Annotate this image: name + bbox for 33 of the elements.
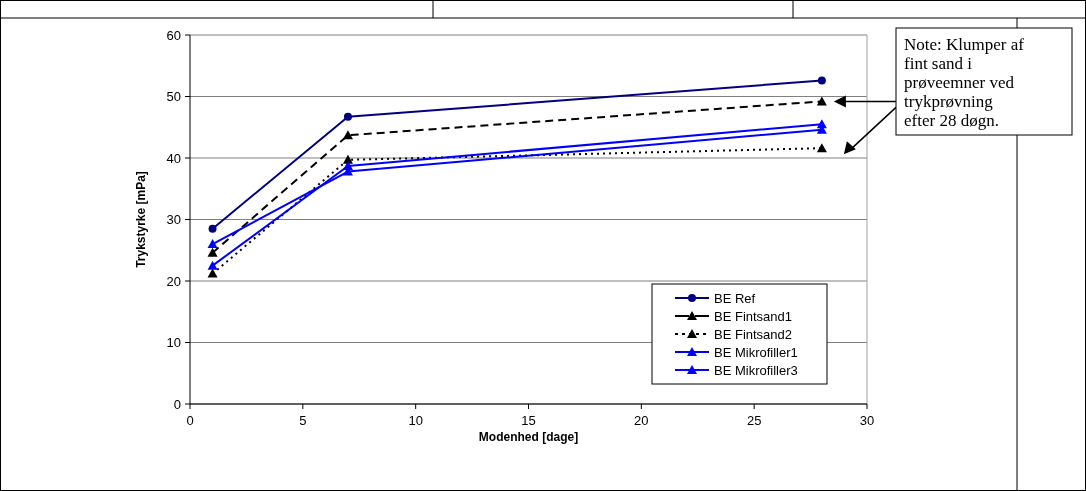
point: [207, 239, 218, 249]
y-tick-label: 50: [166, 89, 181, 105]
point: [342, 154, 353, 164]
y-tick-label: 10: [166, 335, 181, 351]
point: [342, 130, 353, 140]
y-axis-title: Trykstyrke [mPa]: [134, 171, 148, 268]
x-tick-label: 5: [299, 413, 307, 428]
x-tick-label: 0: [186, 413, 194, 428]
text: Note: Klumper af fint sand i prøveemner ved trykprøvning efter 28 døgn.: [904, 35, 1025, 130]
point: [207, 247, 218, 257]
point: [816, 143, 827, 153]
y-tick-label: 20: [166, 273, 181, 289]
x-tick-label: 15: [521, 413, 536, 428]
point: [816, 96, 827, 106]
y-tick-label: 30: [166, 212, 181, 228]
legend-label: BE Fintsand2: [714, 326, 793, 342]
legend-label: BE Fintsand1: [714, 308, 793, 324]
point: [207, 260, 218, 270]
x-tick-label: 10: [408, 413, 423, 428]
legend-label: BE Mikrofiller3: [714, 362, 798, 378]
y-tick-label: 40: [166, 150, 181, 166]
x-tick-label: 25: [746, 413, 762, 428]
x-tick-label: 30: [859, 413, 875, 428]
y-tick-label: 0: [173, 396, 181, 412]
point: [343, 112, 352, 121]
legend-label: BE Ref: [714, 290, 756, 306]
x-axis-title: Modenhed [dage]: [478, 430, 579, 444]
point: [817, 76, 826, 85]
x-tick-label: 20: [634, 413, 649, 428]
point: [208, 224, 217, 233]
point: [207, 268, 218, 278]
legend-label: BE Mikrofiller1: [714, 344, 798, 360]
y-tick-label: 60: [166, 27, 181, 43]
